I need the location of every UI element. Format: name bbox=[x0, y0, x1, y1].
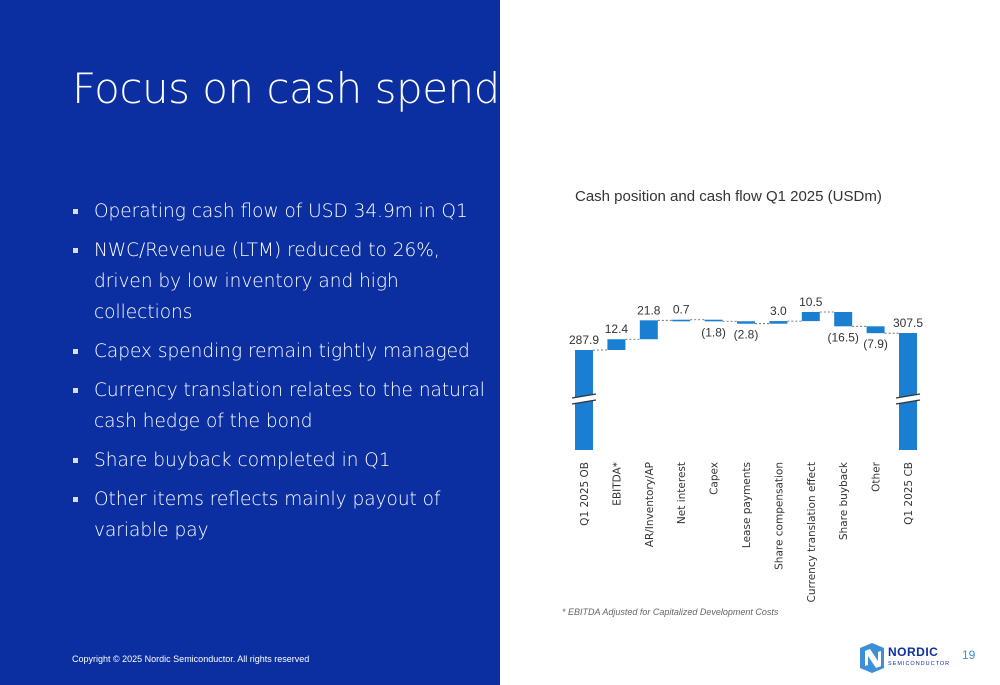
bar-delta bbox=[607, 339, 626, 350]
data-label: 12.4 bbox=[605, 322, 629, 336]
bullet-item: Share buyback completed in Q1 bbox=[72, 445, 492, 476]
axis-break-line bbox=[571, 399, 597, 405]
data-label: (1.8) bbox=[701, 325, 726, 339]
axis-break-gap bbox=[572, 393, 596, 405]
data-label: (16.5) bbox=[828, 330, 859, 344]
bullet-marker bbox=[73, 248, 78, 253]
bullet-text: Other items reflects mainly payout of va… bbox=[94, 489, 441, 541]
bullet-text: NWC/Revenue (LTM) reduced to 26%, driven… bbox=[94, 240, 440, 323]
category-label: Currency translation effect bbox=[806, 462, 818, 602]
logo-wordmark: NORDIC bbox=[888, 645, 939, 659]
bullet-text: Capex spending remain tightly managed bbox=[94, 341, 470, 362]
category-label: Net interest bbox=[676, 462, 688, 524]
bullet-item: NWC/Revenue (LTM) reduced to 26%, driven… bbox=[72, 235, 492, 328]
nordic-logo-icon bbox=[860, 643, 884, 673]
slide-title: Focus on cash spending bbox=[72, 64, 562, 113]
category-label: Q1 2025 CB bbox=[903, 462, 915, 525]
bullet-text: Currency translation relates to the natu… bbox=[94, 380, 485, 432]
data-label: (7.9) bbox=[863, 337, 888, 351]
footnote: * EBITDA Adjusted for Capitalized Develo… bbox=[562, 607, 779, 617]
category-label: Share buyback bbox=[838, 461, 850, 540]
left-panel bbox=[0, 0, 500, 685]
bar-delta bbox=[672, 319, 691, 322]
category-label: Other bbox=[871, 461, 883, 491]
data-label: 287.9 bbox=[569, 333, 599, 347]
bullet-text: Operating cash flow of USD 34.9m in Q1 bbox=[94, 201, 468, 222]
axis-break-line bbox=[895, 399, 921, 405]
category-label: AR/Inventory/AP bbox=[644, 462, 656, 547]
bar-delta bbox=[737, 321, 755, 324]
bar-total bbox=[899, 332, 917, 450]
bullet-item: Other items reflects mainly payout of va… bbox=[72, 484, 492, 546]
data-label: 3.0 bbox=[770, 304, 787, 318]
category-label: Q1 2025 OB bbox=[579, 462, 591, 526]
bar-delta bbox=[801, 312, 820, 322]
bullet-marker bbox=[73, 458, 78, 463]
bar-delta bbox=[769, 321, 788, 324]
logo-subtitle: SEMICONDUCTOR bbox=[888, 661, 951, 667]
data-label: 0.7 bbox=[673, 303, 690, 317]
bullet-item: Capex spending remain tightly managed bbox=[72, 336, 492, 367]
bar-delta bbox=[639, 320, 658, 340]
category-label: EBITDA* bbox=[611, 462, 623, 506]
bullet-marker bbox=[73, 209, 78, 214]
waterfall-chart: 287.9 Q1 2025 OB 12.4 EBITDA* 21.8 AR/Invento… bbox=[569, 295, 923, 602]
data-label: 10.5 bbox=[799, 295, 823, 309]
bullet-marker bbox=[73, 497, 78, 502]
axis-break-gap bbox=[896, 393, 920, 405]
data-label: 307.5 bbox=[893, 316, 923, 330]
chart-title: Cash position and cash flow Q1 2025 (USD… bbox=[575, 188, 882, 205]
axis-break-line bbox=[571, 393, 597, 399]
category-label: Share compensation bbox=[773, 462, 785, 570]
category-label: Capex bbox=[709, 462, 721, 495]
bullet-item: Currency translation relates to the natu… bbox=[72, 375, 492, 437]
bullet-text: Share buyback completed in Q1 bbox=[94, 450, 391, 471]
bullet-item: Operating cash flow of USD 34.9m in Q1 bbox=[72, 196, 492, 227]
data-label: (2.8) bbox=[734, 328, 759, 342]
bar-delta bbox=[704, 319, 723, 322]
data-label: 21.8 bbox=[637, 303, 661, 317]
category-label: Lease payments bbox=[741, 462, 753, 548]
bullet-marker bbox=[73, 349, 78, 354]
axis-break-line bbox=[895, 393, 921, 399]
copyright-text: Copyright © 2025 Nordic Semiconductor. A… bbox=[72, 654, 310, 664]
bullet-marker bbox=[73, 388, 78, 393]
page-number: 19 bbox=[962, 648, 976, 662]
bar-delta bbox=[834, 312, 853, 327]
bullet-list: Operating cash flow of USD 34.9m in Q1 N… bbox=[72, 196, 492, 554]
bar-delta bbox=[866, 326, 885, 334]
